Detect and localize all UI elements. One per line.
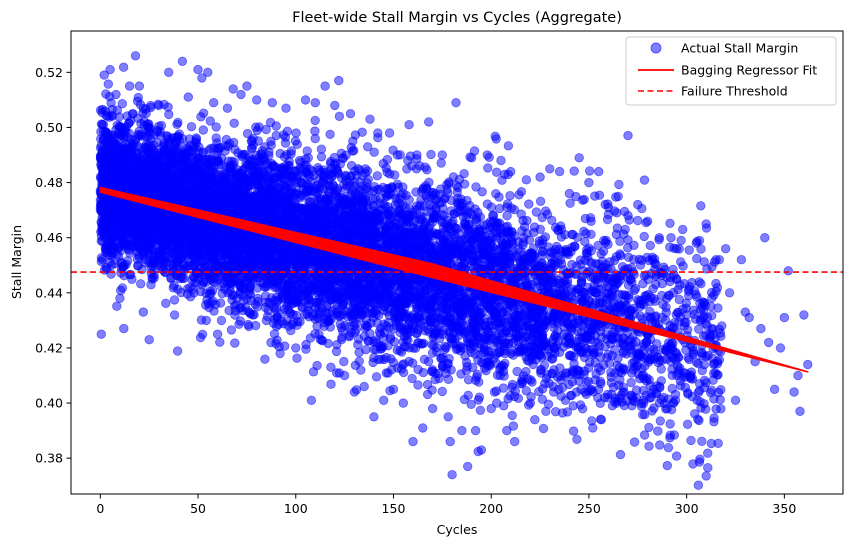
scatter-point (459, 179, 470, 189)
scatter-point (260, 354, 270, 364)
scatter-point (419, 354, 430, 365)
scatter-point (638, 279, 648, 289)
scatter-point (688, 459, 698, 469)
scatter-point (667, 383, 677, 394)
scatter-point (164, 109, 174, 120)
scatter-point (497, 175, 507, 185)
scatter-point (502, 210, 512, 221)
scatter-point (196, 315, 207, 325)
scatter-point (310, 133, 320, 144)
scatter-point (623, 130, 633, 141)
scatter-point (639, 430, 650, 440)
scatter-point (655, 416, 666, 426)
scatter-point (308, 367, 319, 377)
scatter-point (676, 235, 686, 246)
scatter-point (316, 144, 327, 154)
scatter-point (633, 215, 643, 226)
scatter-point (437, 386, 448, 397)
scatter-point (420, 237, 431, 248)
scatter-point (713, 303, 723, 313)
scatter-point (326, 379, 336, 389)
scatter-point (690, 314, 701, 324)
scatter-point (472, 369, 483, 380)
scatter-point (371, 372, 382, 382)
scatter-point (197, 329, 208, 340)
scatter-point (701, 471, 711, 481)
scatter-point (172, 346, 183, 356)
scatter-point (325, 129, 335, 140)
scatter-point (302, 146, 312, 156)
scatter-point (697, 436, 707, 447)
scatter-point (645, 240, 656, 251)
scatter-point (684, 245, 694, 255)
scatter-point (606, 372, 616, 382)
scatter-point (703, 463, 713, 473)
scatter-point (483, 163, 493, 173)
scatter-point (103, 79, 114, 89)
scatter-point (675, 381, 686, 391)
scatter-point (709, 417, 719, 427)
scatter-point (471, 214, 481, 225)
scatter-point (226, 325, 237, 335)
scatter-point (686, 435, 696, 446)
scatter-point (596, 414, 606, 424)
scatter-point (655, 440, 665, 450)
scatter-point (706, 388, 716, 398)
scatter-point (474, 377, 484, 387)
scatter-point (161, 298, 171, 309)
scatter-point (426, 149, 436, 160)
scatter-point (250, 299, 261, 310)
scatter-point (186, 121, 197, 132)
scatter-point (198, 125, 209, 135)
scatter-point (291, 128, 301, 138)
scatter-point (572, 434, 582, 445)
scatter-point (614, 179, 624, 190)
scatter-point (623, 243, 633, 253)
scatter-point (694, 324, 704, 334)
scatter-point (265, 117, 276, 128)
scatter-point (682, 419, 693, 430)
scatter-point (230, 338, 240, 348)
scatter-point (372, 171, 383, 181)
scatter-point (598, 246, 609, 257)
scatter-point (331, 346, 342, 357)
scatter-point (215, 337, 225, 347)
scatter-point (521, 366, 531, 377)
chart-title: Fleet-wide Stall Margin vs Cycles (Aggre… (292, 10, 622, 26)
scatter-point (507, 379, 518, 390)
scatter-point (695, 454, 705, 464)
scatter-points (95, 51, 813, 490)
scatter-point (663, 443, 674, 453)
scatter-point (671, 451, 682, 461)
scatter-point (196, 112, 206, 122)
scatter-point (427, 385, 437, 395)
scatter-point (436, 158, 446, 168)
